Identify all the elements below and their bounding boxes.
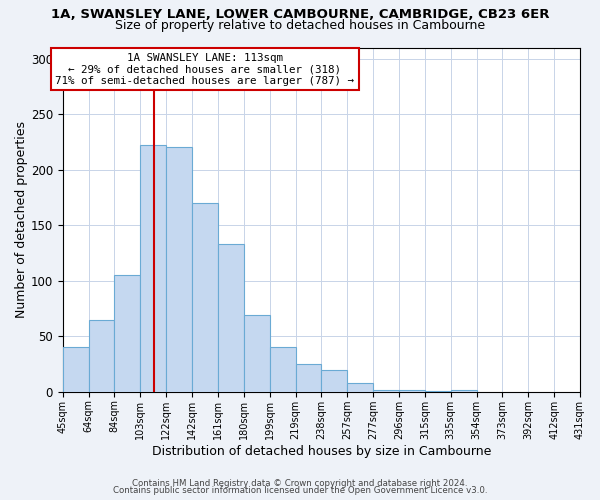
Bar <box>166 148 192 392</box>
Bar <box>451 390 476 392</box>
X-axis label: Distribution of detached houses by size in Cambourne: Distribution of detached houses by size … <box>152 444 491 458</box>
Bar <box>140 145 166 392</box>
Bar <box>373 390 399 392</box>
Bar <box>192 203 218 392</box>
Bar <box>115 275 140 392</box>
Bar <box>63 348 89 392</box>
Bar <box>269 348 296 392</box>
Text: Contains HM Land Registry data © Crown copyright and database right 2024.: Contains HM Land Registry data © Crown c… <box>132 478 468 488</box>
Text: Size of property relative to detached houses in Cambourne: Size of property relative to detached ho… <box>115 19 485 32</box>
Bar <box>322 370 347 392</box>
Bar <box>399 390 425 392</box>
Text: 1A, SWANSLEY LANE, LOWER CAMBOURNE, CAMBRIDGE, CB23 6ER: 1A, SWANSLEY LANE, LOWER CAMBOURNE, CAMB… <box>51 8 549 20</box>
Bar <box>244 315 269 392</box>
Bar <box>296 364 322 392</box>
Bar <box>425 390 451 392</box>
Bar <box>89 320 115 392</box>
Bar <box>347 383 373 392</box>
Y-axis label: Number of detached properties: Number of detached properties <box>15 121 28 318</box>
Text: 1A SWANSLEY LANE: 113sqm
← 29% of detached houses are smaller (318)
71% of semi-: 1A SWANSLEY LANE: 113sqm ← 29% of detach… <box>55 52 355 86</box>
Text: Contains public sector information licensed under the Open Government Licence v3: Contains public sector information licen… <box>113 486 487 495</box>
Bar <box>218 244 244 392</box>
